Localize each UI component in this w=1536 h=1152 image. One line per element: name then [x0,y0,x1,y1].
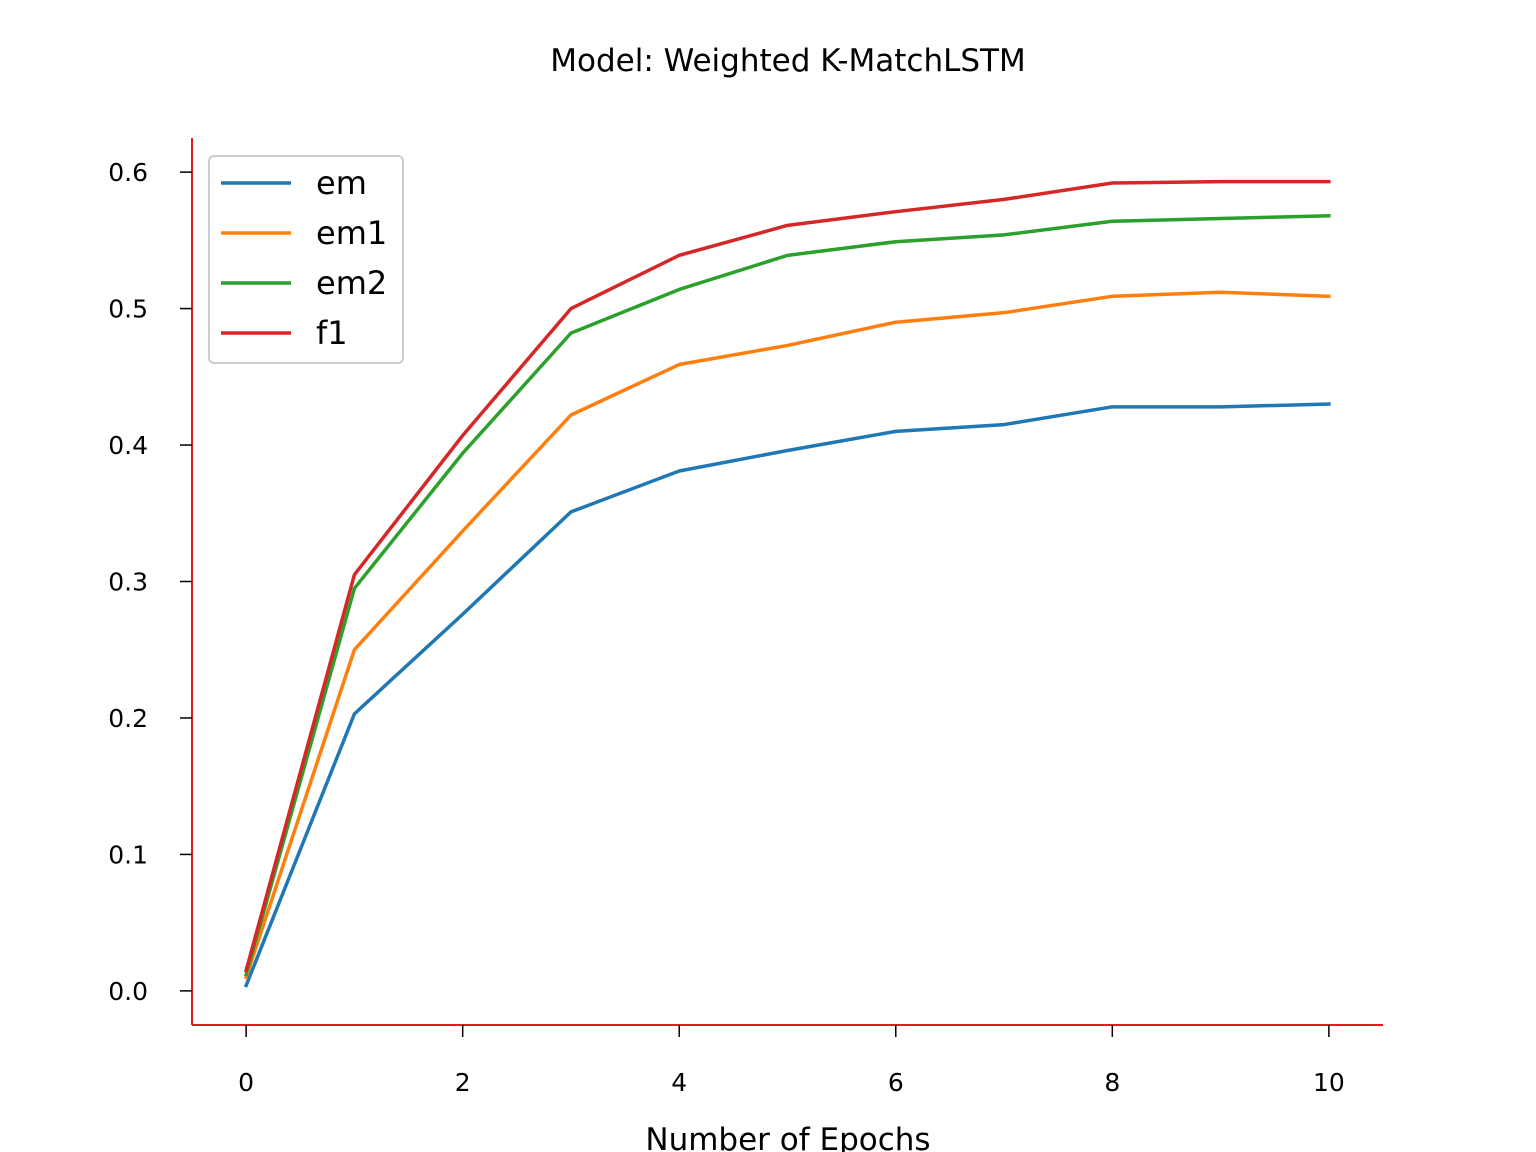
series-line-em [243,402,1331,988]
plot-area [243,179,1331,988]
y-tick-label: 0.1 [108,840,148,869]
y-tick-label: 0.2 [108,704,148,733]
legend-box [208,155,404,364]
y-tick-label: 0.3 [108,568,148,597]
x-axis-label: Number of Epochs [645,1122,930,1152]
y-tick-label: 0.4 [108,431,148,460]
x-tick-label: 6 [888,1068,904,1097]
x-tick-label: 0 [238,1068,254,1097]
legend-label-f1: f1 [316,314,348,352]
x-tick-label: 2 [455,1068,471,1097]
legend-label-em1: em1 [316,214,387,252]
x-tick-label: 4 [671,1068,687,1097]
legend-label-em: em [316,164,367,202]
x-tick-label: 10 [1313,1068,1345,1097]
y-tick-label: 0.0 [108,977,148,1006]
legend-label-em2: em2 [316,264,387,302]
y-tick-label: 0.6 [108,158,148,187]
series-line-em1 [243,290,1331,980]
chart-title: Model: Weighted K-MatchLSTM [550,43,1025,79]
series-line-f1 [243,179,1331,973]
series-line-em2 [243,213,1331,977]
legend: em em1 em2 f1 [208,155,404,364]
y-tick-label: 0.5 [108,295,148,324]
x-tick-label: 8 [1104,1068,1120,1097]
axes: 0.0 0.1 0.2 0.3 0.4 0.5 0.6 0 2 4 6 8 10 [108,138,1383,1097]
